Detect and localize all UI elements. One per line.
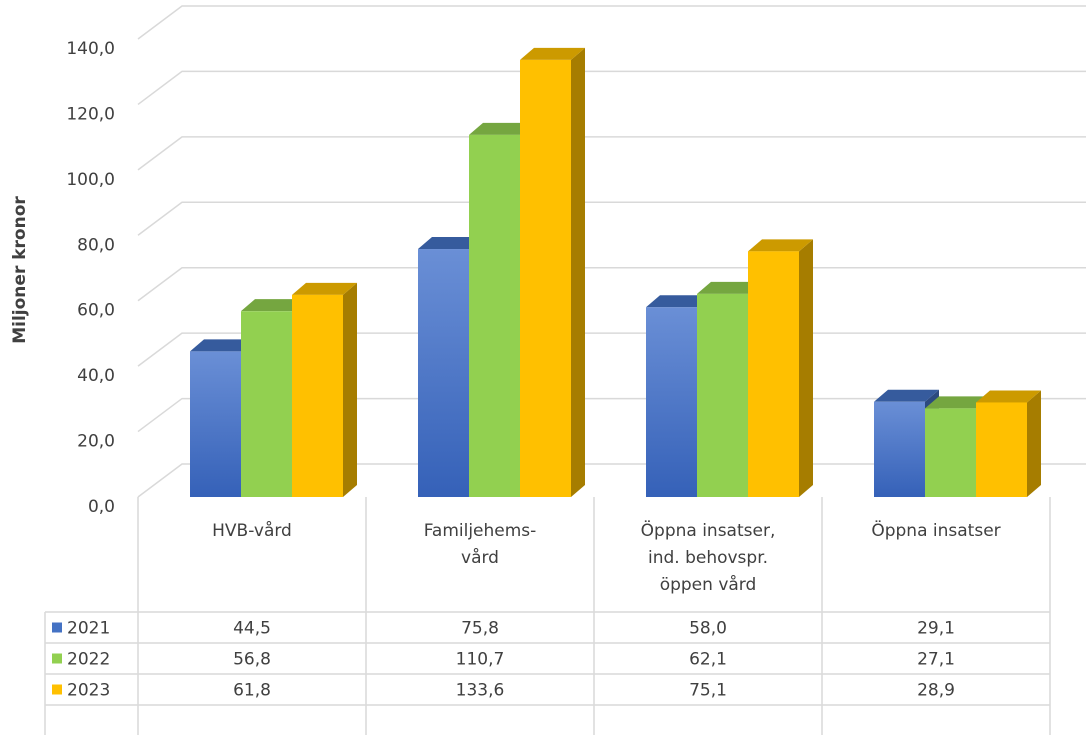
bar-face <box>292 282 357 295</box>
grid-line <box>137 136 1086 171</box>
bar <box>748 239 813 497</box>
bar-face <box>1027 390 1041 497</box>
bar-face <box>241 299 306 312</box>
data-label: 75,8 <box>461 619 499 639</box>
bar-face <box>520 47 585 60</box>
bar-face <box>874 401 925 497</box>
bar-face <box>976 402 1027 497</box>
y-tick-label: 80,0 <box>77 235 115 255</box>
data-label: 56,8 <box>233 650 271 670</box>
bar-face <box>571 47 585 498</box>
bar-face <box>343 282 357 497</box>
y-tick-label: 120,0 <box>66 104 115 124</box>
bar-face <box>418 249 469 497</box>
legend-swatch <box>52 653 62 664</box>
bar <box>520 47 585 498</box>
bar-face <box>190 351 241 497</box>
x-tick-label: Öppna insatser <box>871 521 1001 541</box>
bar-face <box>292 294 343 497</box>
x-tick-label: Familjehems- vård <box>423 521 537 568</box>
bar <box>292 282 357 497</box>
bar-face <box>748 239 813 252</box>
data-label: 62,1 <box>689 650 727 670</box>
legend-swatch <box>52 622 62 633</box>
y-tick-label: 40,0 <box>77 366 115 386</box>
bar-face <box>925 408 976 497</box>
data-label: 61,8 <box>233 681 271 701</box>
bar-face <box>925 396 990 409</box>
data-label: 75,1 <box>689 681 727 701</box>
data-label: 110,7 <box>456 650 505 670</box>
y-tick-label: 20,0 <box>77 432 115 452</box>
y-tick-label: 100,0 <box>66 170 115 190</box>
bar-face <box>646 307 697 497</box>
bar <box>976 390 1041 497</box>
y-tick-label: 0,0 <box>88 497 115 517</box>
legend-label: 2021 <box>67 619 110 639</box>
grid-line <box>137 5 1086 40</box>
bar-face <box>874 389 939 402</box>
data-label: 133,6 <box>456 681 505 701</box>
bar-face <box>241 311 292 497</box>
x-tick-label: Öppna insatser, ind. behovspr. öppen vår… <box>640 521 776 595</box>
data-label: 27,1 <box>917 650 955 670</box>
grid-line <box>137 266 1086 302</box>
bar-face <box>697 281 762 294</box>
legend-swatch <box>52 684 62 695</box>
bar-face <box>976 390 1041 403</box>
bar-face <box>520 59 571 498</box>
y-tick-label: 140,0 <box>66 39 115 59</box>
data-label: 28,9 <box>917 681 955 701</box>
data-label: 29,1 <box>917 619 955 639</box>
y-tick-label: 60,0 <box>77 301 115 321</box>
data-label: 44,5 <box>233 619 271 639</box>
legend-label: 2022 <box>67 650 110 670</box>
grid-line <box>137 70 1086 106</box>
bar-face <box>697 293 748 497</box>
bar-face <box>190 339 255 352</box>
bar-face <box>469 134 520 498</box>
bar-face <box>646 295 711 308</box>
bar-face <box>748 251 799 497</box>
grid-line <box>137 201 1086 236</box>
x-tick-label: HVB-vård <box>212 521 292 541</box>
data-label: 58,0 <box>689 619 727 639</box>
bar-face <box>469 122 534 135</box>
bar-face <box>418 237 483 250</box>
legend-label: 2023 <box>67 681 110 701</box>
bar-face <box>799 239 813 497</box>
y-axis-title: Miljoner kronor <box>10 196 30 344</box>
